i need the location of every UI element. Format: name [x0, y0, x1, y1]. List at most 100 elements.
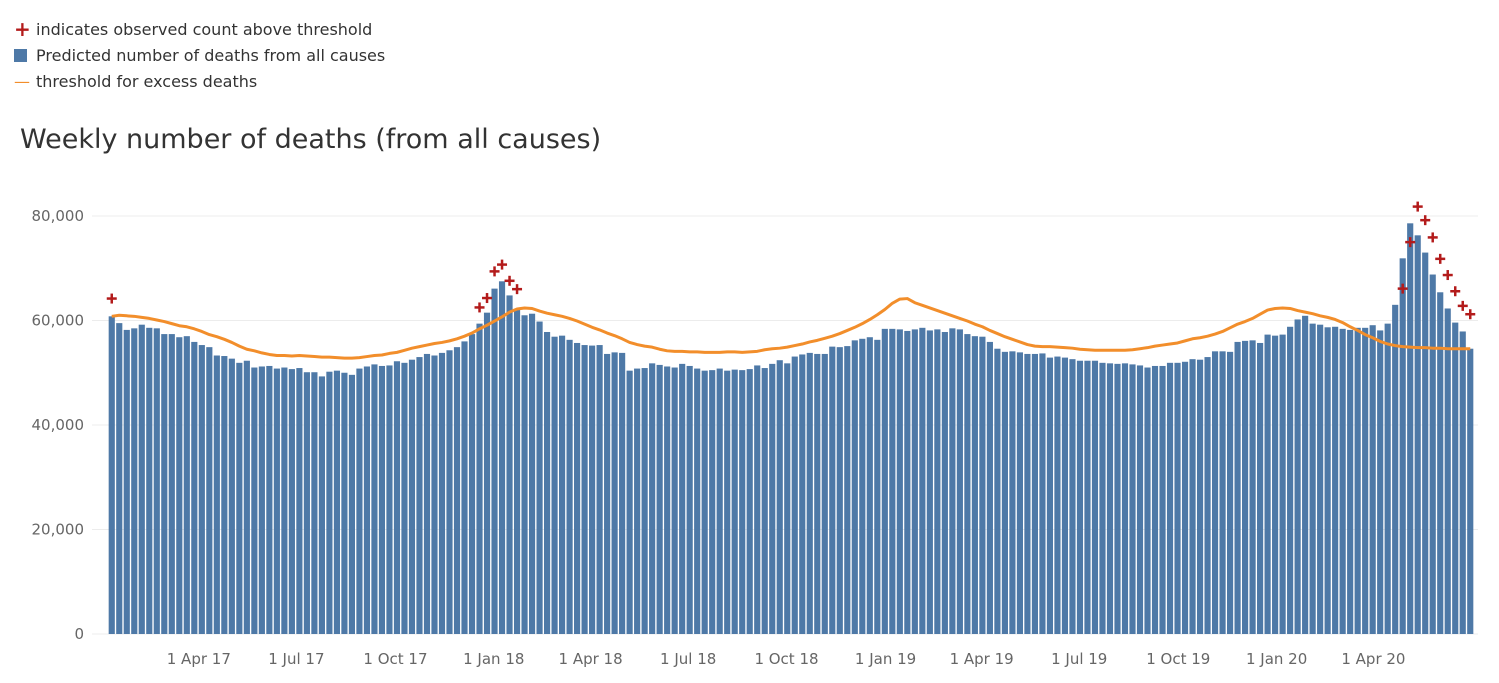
- bar: [1452, 322, 1459, 634]
- bar: [611, 352, 618, 634]
- legend-label-predicted: Predicted number of deaths from all caus…: [36, 45, 386, 65]
- bar: [1226, 351, 1234, 634]
- bar: [356, 368, 363, 634]
- bar: [288, 369, 295, 634]
- bar: [716, 368, 723, 634]
- threshold-line-layer: [111, 297, 1471, 360]
- bar: [979, 336, 986, 634]
- bar: [1272, 335, 1279, 634]
- bar: [273, 368, 280, 634]
- bar: [574, 342, 581, 634]
- bar: [754, 365, 761, 634]
- y-tick-label: 80,000: [32, 207, 85, 225]
- observed-marker: [1420, 215, 1431, 226]
- bar: [1129, 364, 1136, 634]
- bar: [326, 371, 333, 634]
- bar: [416, 357, 423, 634]
- bar: [1264, 334, 1271, 634]
- bar: [1467, 348, 1474, 634]
- bar: [791, 356, 798, 634]
- bar: [206, 347, 213, 634]
- bar: [491, 288, 498, 634]
- bar: [431, 355, 438, 634]
- observed-marker: [106, 293, 117, 304]
- bar: [874, 339, 881, 634]
- bar: [1362, 327, 1369, 634]
- x-tick-label: 1 Jan 19: [855, 650, 916, 668]
- bar: [1324, 327, 1331, 634]
- bar: [799, 354, 806, 634]
- x-tick-label: 1 Jul 17: [268, 650, 324, 668]
- bar: [191, 341, 198, 634]
- bar: [371, 364, 378, 634]
- bar: [1332, 326, 1339, 634]
- threshold-line: [111, 297, 1471, 360]
- bar: [1414, 235, 1421, 634]
- bar: [881, 328, 888, 634]
- bar: [296, 368, 303, 634]
- bar: [1242, 340, 1249, 634]
- bar: [506, 295, 513, 634]
- bar: [866, 337, 873, 634]
- bar: [408, 359, 416, 634]
- bar: [543, 331, 551, 634]
- bar: [1211, 351, 1219, 634]
- observed-marker: [1442, 270, 1453, 281]
- y-tick-label: 20,000: [32, 521, 85, 539]
- bar: [851, 340, 858, 634]
- y-axis: 0 20,000 40,000 60,000 80,000: [32, 207, 85, 643]
- bar: [724, 370, 731, 634]
- bar: [1384, 323, 1391, 634]
- bar: [1377, 330, 1384, 634]
- bar: [476, 323, 483, 634]
- y-tick-label: 0: [74, 625, 84, 643]
- bar: [453, 347, 461, 634]
- observed-marker: [1457, 300, 1468, 311]
- y-tick-label: 40,000: [32, 416, 85, 434]
- bar: [1076, 360, 1084, 634]
- bar: [1106, 363, 1114, 634]
- bar: [153, 328, 160, 634]
- bar: [836, 347, 843, 634]
- bar: [1174, 362, 1181, 634]
- x-tick-label: 1 Jan 18: [463, 650, 524, 668]
- observed-marker: [497, 259, 508, 270]
- bar: [401, 362, 408, 634]
- bar: [146, 327, 153, 634]
- bar: [941, 331, 948, 634]
- bar: [1031, 353, 1039, 634]
- bar: [1151, 365, 1159, 634]
- bar: [686, 365, 693, 634]
- observed-marker: [1450, 286, 1461, 297]
- bar: [333, 370, 340, 634]
- bar: [1219, 351, 1226, 634]
- bar: [363, 366, 371, 634]
- bar: [619, 352, 626, 634]
- bar: [949, 328, 956, 634]
- bar: [1339, 328, 1346, 634]
- bar: [243, 360, 250, 634]
- observed-marker: [504, 275, 515, 286]
- bar: [1061, 357, 1069, 634]
- bar: [1249, 340, 1256, 634]
- observed-marker: [512, 284, 523, 295]
- bar: [596, 345, 603, 634]
- x-tick-label: 1 Jul 18: [660, 650, 716, 668]
- bar: [634, 368, 641, 634]
- bar: [679, 363, 686, 634]
- bar: [281, 367, 288, 634]
- bar: [1099, 362, 1106, 634]
- bar: [649, 363, 656, 634]
- bar: [1009, 351, 1016, 634]
- bar: [701, 370, 708, 634]
- bar: [176, 337, 183, 634]
- bar: [1294, 319, 1301, 634]
- bar: [551, 336, 558, 634]
- bar: [986, 341, 993, 634]
- bar: [1001, 351, 1008, 634]
- bar: [1144, 367, 1151, 634]
- chart-title: Weekly number of deaths (from all causes…: [20, 124, 602, 155]
- bar: [1347, 329, 1354, 634]
- bars: [108, 223, 1474, 634]
